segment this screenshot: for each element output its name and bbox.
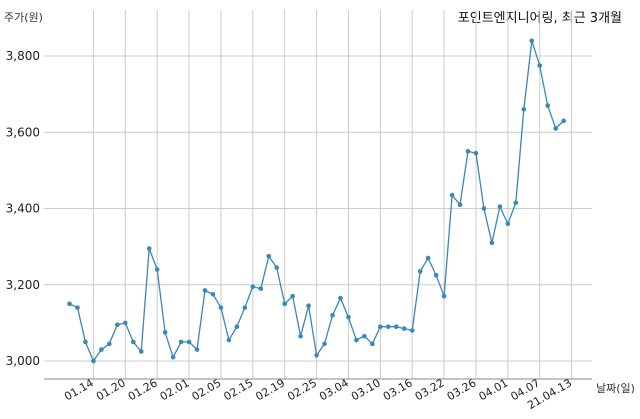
y-tick-label: 3,400 — [6, 202, 40, 216]
data-point — [258, 286, 264, 291]
x-tick-label: 02.19 — [253, 376, 287, 403]
data-point — [457, 202, 463, 207]
data-point — [386, 324, 391, 329]
data-point — [178, 339, 184, 345]
data-point — [449, 192, 455, 198]
data-point — [250, 284, 256, 289]
data-point — [146, 246, 152, 251]
data-point — [67, 301, 72, 307]
x-tick-label: 03.16 — [381, 376, 415, 403]
grid-lines — [44, 10, 592, 379]
data-point — [465, 149, 471, 154]
y-tick-label: 3,800 — [6, 49, 40, 63]
data-point — [162, 330, 168, 335]
data-point — [505, 221, 511, 227]
data-point — [425, 255, 431, 261]
data-point — [298, 333, 303, 339]
data-point — [513, 200, 519, 206]
x-tick-label: 04.01 — [477, 376, 511, 403]
data-point — [330, 312, 335, 318]
data-point — [306, 303, 311, 309]
data-point — [378, 324, 383, 329]
y-tick-label: 3,000 — [6, 354, 40, 368]
data-point — [274, 265, 280, 270]
data-point — [234, 324, 240, 329]
data-point — [401, 326, 407, 331]
data-point — [266, 253, 272, 259]
x-tick-label: 02.05 — [190, 376, 224, 403]
y-tick-label: 3,600 — [6, 125, 40, 139]
data-point — [409, 328, 415, 333]
data-point — [218, 305, 224, 310]
x-tick-label: 01.26 — [126, 376, 160, 403]
x-tick-label: 03.04 — [317, 376, 351, 403]
x-tick-label: 01.14 — [62, 376, 96, 403]
y-tick-labels: 3,000 3,200 3,400 3,600 3,800 — [6, 49, 40, 368]
data-point — [346, 314, 351, 320]
data-point — [497, 204, 503, 209]
y-tick-label: 3,200 — [6, 278, 40, 292]
x-tick-label: 01.20 — [94, 376, 128, 403]
y-axis-label: 주가(원) — [4, 11, 43, 24]
data-point — [154, 267, 160, 272]
data-point — [83, 339, 88, 345]
x-tick-label: 02.01 — [158, 376, 192, 403]
data-point — [115, 322, 120, 328]
x-tick-labels: 01.1401.2001.2602.0102.0502.1502.1902.25… — [62, 376, 574, 412]
data-point — [107, 341, 112, 347]
data-point — [441, 293, 447, 299]
data-point — [362, 333, 367, 339]
x-tick-label: 03.26 — [445, 376, 479, 403]
data-point — [290, 293, 295, 299]
data-point — [202, 288, 208, 293]
x-tick-label: 03.22 — [413, 376, 447, 403]
data-point — [537, 63, 543, 68]
data-point — [481, 206, 487, 211]
data-point — [521, 107, 527, 112]
data-point — [91, 358, 96, 364]
data-point — [75, 305, 80, 310]
data-point — [553, 126, 558, 131]
data-point — [194, 347, 200, 352]
data-point — [417, 269, 423, 274]
data-point — [338, 295, 343, 301]
data-point — [545, 103, 550, 108]
x-axis-label: 날짜(일) — [596, 381, 635, 395]
data-point — [282, 301, 287, 307]
data-point — [226, 337, 232, 343]
x-tick-label: 02.25 — [285, 376, 319, 403]
data-point — [186, 339, 192, 345]
data-point — [99, 347, 104, 352]
x-tick-label: 02.15 — [222, 376, 256, 403]
data-point — [354, 337, 359, 343]
data-point — [242, 305, 248, 310]
data-point — [210, 291, 216, 297]
price-series — [67, 38, 566, 364]
data-point — [370, 341, 375, 347]
data-point — [529, 38, 535, 44]
data-point — [138, 349, 144, 354]
data-point — [322, 341, 327, 347]
data-point — [433, 272, 439, 278]
x-tick-label: 03.10 — [349, 376, 383, 403]
data-point — [473, 150, 479, 156]
data-point — [561, 118, 566, 124]
data-point — [314, 352, 319, 358]
data-point — [122, 320, 128, 326]
data-point — [393, 324, 399, 329]
data-point — [489, 240, 495, 246]
data-point — [170, 354, 176, 360]
data-point — [130, 339, 136, 345]
